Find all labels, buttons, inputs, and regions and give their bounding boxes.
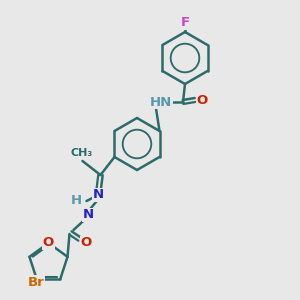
Text: HN: HN bbox=[150, 95, 172, 109]
Text: H: H bbox=[71, 194, 82, 208]
Text: O: O bbox=[81, 236, 92, 250]
Text: N: N bbox=[83, 208, 94, 221]
Text: O: O bbox=[43, 236, 54, 250]
Text: O: O bbox=[196, 94, 208, 106]
Text: CH₃: CH₃ bbox=[70, 148, 93, 158]
Text: Br: Br bbox=[27, 276, 44, 289]
Text: F: F bbox=[180, 16, 190, 29]
Text: N: N bbox=[93, 188, 104, 202]
